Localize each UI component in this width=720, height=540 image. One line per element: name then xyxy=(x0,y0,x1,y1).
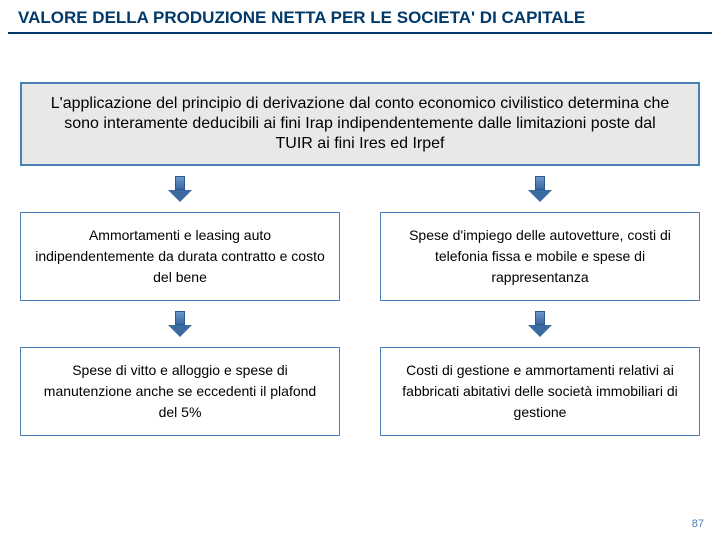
arrow-row-2 xyxy=(20,301,700,347)
cell-top-right: Spese d'impiego delle autovetture, costi… xyxy=(380,212,700,301)
principle-box: L'applicazione del principio di derivazi… xyxy=(20,82,700,166)
page-number: 87 xyxy=(692,518,704,530)
down-arrow-icon xyxy=(526,311,554,337)
down-arrow-icon xyxy=(166,176,194,202)
arrow-row-1 xyxy=(20,166,700,212)
cell-top-left: Ammortamenti e leasing auto indipendente… xyxy=(20,212,340,301)
cell-bottom-right: Costi di gestione e ammortamenti relativ… xyxy=(380,347,700,436)
grid-row-2: Spese di vitto e alloggio e spese di man… xyxy=(20,347,700,436)
grid-row-1: Ammortamenti e leasing auto indipendente… xyxy=(20,212,700,301)
down-arrow-icon xyxy=(166,311,194,337)
page-title: VALORE DELLA PRODUZIONE NETTA PER LE SOC… xyxy=(8,0,712,34)
down-arrow-icon xyxy=(526,176,554,202)
cell-bottom-left: Spese di vitto e alloggio e spese di man… xyxy=(20,347,340,436)
